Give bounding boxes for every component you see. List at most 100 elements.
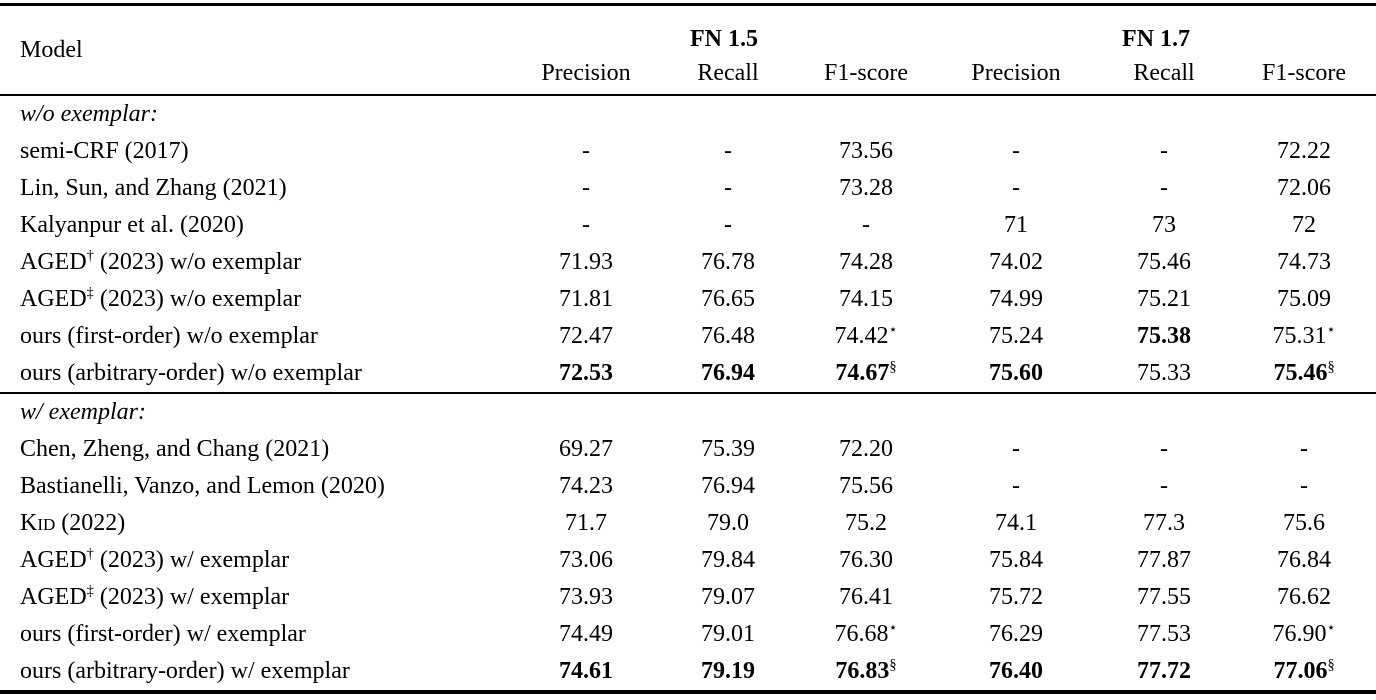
metric-value: 74.67§ xyxy=(835,359,897,386)
table-row: AGED† (2023) w/o exemplar 71.93 76.78 74.28… xyxy=(0,244,1376,281)
metric-value: 76.68⋆ xyxy=(834,620,898,647)
metric-value: - xyxy=(1012,138,1021,164)
metric-value: 79.01 xyxy=(701,621,755,647)
label-superscript-mark: ‡ xyxy=(86,583,94,599)
metric-value: 72.53 xyxy=(559,360,613,386)
metric-value: 76.62 xyxy=(1277,584,1332,610)
metric-value: 76.84 xyxy=(1277,547,1332,573)
metric-value: - xyxy=(1300,436,1309,462)
section-heading-row: w/ exemplar: xyxy=(0,392,1376,431)
metric-value: 74.28 xyxy=(839,249,894,275)
metric-value: 72.06 xyxy=(1277,175,1332,201)
section-sign-mark: § xyxy=(1327,359,1335,375)
metric-value: - xyxy=(1300,473,1309,499)
metric-value: 72 xyxy=(1292,212,1317,238)
metric-value: 74.42⋆ xyxy=(834,322,898,349)
model-label: Bastianelli, Vanzo, and Lemon (2020) xyxy=(20,473,385,499)
metric-value: 73.56 xyxy=(839,138,894,164)
star-mark: ⋆ xyxy=(1326,620,1336,636)
model-label: Kid (2022) xyxy=(20,510,126,536)
metric-header-row: Precision Recall F1-score Precision Reca… xyxy=(0,53,1376,96)
metric-value: 76.65 xyxy=(701,286,755,312)
metric-value: 71.81 xyxy=(559,286,613,312)
metric-value: 74.02 xyxy=(989,249,1044,275)
metric-value: 75.38 xyxy=(1137,323,1192,349)
metric-value: 76.94 xyxy=(701,360,755,386)
metric-value: 79.0 xyxy=(707,510,749,536)
metric-value: 73 xyxy=(1152,212,1177,238)
model-label: AGED† (2023) w/ exemplar xyxy=(20,546,290,573)
metric-value: 76.40 xyxy=(989,658,1044,684)
metric-value: 77.87 xyxy=(1137,547,1192,573)
table-row: Kid (2022) 71.7 79.0 75.2 74.1 77.3 75.6 xyxy=(0,505,1376,542)
table-row: semi-CRF (2017) - - 73.56 - - 72.22 xyxy=(0,133,1376,170)
table-row: Chen, Zheng, and Chang (2021) 69.27 75.39 7… xyxy=(0,431,1376,468)
table-row: ours (first-order) w/o exemplar 72.47 76.4… xyxy=(0,318,1376,355)
metric-value: 72.20 xyxy=(839,436,894,462)
metric-value: 69.27 xyxy=(559,436,613,462)
metric-value: 71 xyxy=(1004,212,1029,238)
metric-value: 77.55 xyxy=(1137,584,1192,610)
table-row: AGED‡ (2023) w/ exemplar 73.93 79.07 76.41 7… xyxy=(0,579,1376,616)
table-row: ours (arbitrary-order) w/ exemplar 74.61 7… xyxy=(0,653,1376,692)
metric-value: 79.19 xyxy=(701,658,755,684)
metric-value: 72.22 xyxy=(1277,138,1332,164)
table-row: Bastianelli, Vanzo, and Lemon (2020) 74.2… xyxy=(0,468,1376,505)
model-label: Chen, Zheng, and Chang (2021) xyxy=(20,436,330,462)
table-row: AGED† (2023) w/ exemplar 73.06 79.84 76.30 7… xyxy=(0,542,1376,579)
metric-value: 75.60 xyxy=(989,360,1044,386)
model-label: AGED† (2023) w/o exemplar xyxy=(20,248,302,275)
label-superscript-mark: † xyxy=(86,248,94,264)
metric-value: - xyxy=(1160,138,1169,164)
metric-value: - xyxy=(1160,473,1169,499)
table-row: ours (first-order) w/ exemplar 74.49 79.01… xyxy=(0,616,1376,653)
metric-value: 75.72 xyxy=(989,584,1044,610)
metric-value: - xyxy=(862,212,871,238)
model-label: Kalyanpur et al. (2020) xyxy=(20,212,244,238)
metric-value: 79.07 xyxy=(701,584,755,610)
metric-value: 71.93 xyxy=(559,249,613,275)
group-header-fn17: FN 1.7 xyxy=(1122,26,1191,52)
metric-value: 74.49 xyxy=(559,621,613,647)
metric-value: - xyxy=(582,138,590,164)
section-heading: w/ exemplar: xyxy=(0,392,1376,431)
model-label: ours (first-order) w/o exemplar xyxy=(20,323,318,349)
table-body: w/o exemplar: semi-CRF (2017) - - 73.56 - - 72.… xyxy=(0,95,1376,692)
metric-value: - xyxy=(1160,175,1169,201)
star-mark: ⋆ xyxy=(888,322,898,338)
metric-value: - xyxy=(1012,175,1021,201)
metric-value: 73.28 xyxy=(839,175,894,201)
model-label: semi-CRF (2017) xyxy=(20,138,189,164)
section-sign-mark: § xyxy=(889,657,897,673)
metric-value: 79.84 xyxy=(701,547,755,573)
model-label: ours (first-order) w/ exemplar xyxy=(20,621,306,647)
column-header-recall-fn15: Recall xyxy=(660,53,796,96)
metric-value: 75.6 xyxy=(1283,510,1326,536)
metric-value: 75.31⋆ xyxy=(1272,322,1336,349)
group-header-fn15: FN 1.5 xyxy=(690,26,759,52)
star-mark: ⋆ xyxy=(888,620,898,636)
metric-value: - xyxy=(1012,473,1021,499)
metric-value: 76.30 xyxy=(839,547,894,573)
metric-value: 75.21 xyxy=(1137,286,1192,312)
metric-value: 71.7 xyxy=(565,510,607,536)
metric-value: 77.53 xyxy=(1137,621,1192,647)
metric-value: - xyxy=(582,212,590,238)
column-header-precision-fn15: Precision xyxy=(512,53,660,96)
metric-value: 74.61 xyxy=(559,658,613,684)
metric-value: 75.46§ xyxy=(1273,359,1335,386)
metric-value: - xyxy=(582,175,590,201)
table-row: Lin, Sun, and Zhang (2021) - - 73.28 - - 72.06 xyxy=(0,170,1376,207)
metric-value: 75.46 xyxy=(1137,249,1192,275)
metric-value: - xyxy=(724,212,732,238)
star-mark: ⋆ xyxy=(1326,322,1336,338)
section-heading: w/o exemplar: xyxy=(20,101,158,127)
table-header: Model FN 1.5 FN 1.7 Precision Recall F1-… xyxy=(0,4,1376,96)
model-label: ours (arbitrary-order) w/ exemplar xyxy=(20,658,350,684)
section-heading-row: w/o exemplar: xyxy=(0,95,1376,133)
metric-value: 75.2 xyxy=(845,510,888,536)
metric-value: 74.23 xyxy=(559,473,613,499)
column-header-precision-fn17: Precision xyxy=(936,53,1097,96)
metric-value: - xyxy=(1160,436,1169,462)
metric-value: 75.24 xyxy=(989,323,1044,349)
